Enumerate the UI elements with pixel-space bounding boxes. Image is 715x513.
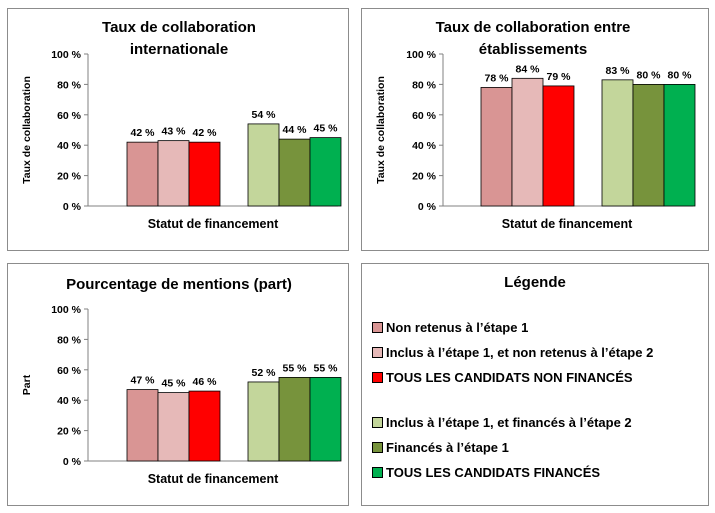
chart-panel-mentions: Pourcentage de mentions (part) 0 % 20 % 40 …	[7, 263, 349, 506]
chart-title: Pourcentage de mentions (part)	[66, 276, 292, 293]
legend-item: Financés à l’étape 1	[372, 439, 509, 455]
bar	[278, 138, 311, 207]
chart-title: internationale	[130, 41, 228, 58]
bar	[247, 123, 280, 207]
x-axis-title: Statut de financement	[148, 217, 279, 231]
chart-title: Taux de collaboration	[102, 19, 256, 36]
data-label: 54 %	[252, 109, 277, 121]
legend-item: Non retenus à l’étape 1	[372, 319, 528, 335]
y-tick-label: 20 %	[412, 171, 437, 183]
legend-item: Inclus à l’étape 1, et non retenus à l’é…	[372, 344, 653, 360]
legend-panel: Légende Non retenus à l’étape 1 Inclus à …	[361, 263, 709, 506]
y-axis-title: Part	[21, 374, 33, 395]
data-label: 43 %	[162, 126, 187, 138]
data-label: 83 %	[606, 65, 631, 77]
y-tick-label: 100 %	[406, 49, 436, 61]
bar	[663, 84, 696, 207]
legend-swatch	[372, 416, 383, 428]
legend-swatch	[372, 466, 383, 478]
data-label: 55 %	[283, 362, 308, 374]
data-label: 47 %	[131, 375, 156, 387]
data-label: 80 %	[668, 69, 693, 81]
y-tick-label: 40 %	[412, 140, 437, 152]
data-label: 52 %	[252, 367, 277, 379]
y-tick-label: 60 %	[57, 365, 82, 377]
legend-item: Inclus à l’étape 1, et financés à l’étap…	[372, 414, 632, 430]
chart-svg-mentions: Pourcentage de mentions (part) 0 % 20 % 40 …	[21, 276, 342, 486]
x-axis-title: Statut de financement	[148, 472, 279, 486]
data-label: 84 %	[516, 63, 541, 75]
bar	[126, 389, 159, 462]
data-label: 46 %	[193, 376, 218, 388]
bar	[188, 141, 221, 207]
legend-label: Non retenus à l’étape 1	[386, 319, 529, 335]
legend-label: Financés à l’étape 1	[386, 439, 509, 455]
y-tick-label: 0 %	[63, 456, 82, 468]
data-label: 42 %	[131, 127, 156, 139]
bar	[632, 84, 665, 207]
y-tick-label: 40 %	[57, 395, 82, 407]
legend-label: TOUS LES CANDIDATS NON FINANCÉS	[386, 369, 633, 385]
legend-label: Inclus à l’étape 1, et non retenus à l’é…	[386, 344, 654, 360]
x-axis-title: Statut de financement	[502, 217, 633, 231]
data-label: 44 %	[283, 124, 308, 136]
legend-swatch	[372, 321, 383, 333]
data-label: 55 %	[314, 362, 339, 374]
bar	[188, 390, 221, 462]
data-label: 79 %	[547, 71, 572, 83]
legend-label: TOUS LES CANDIDATS FINANCÉS	[386, 464, 601, 480]
legend-swatch	[372, 371, 383, 383]
legend-item: TOUS LES CANDIDATS FINANCÉS	[372, 464, 600, 480]
bar	[278, 377, 311, 462]
bar	[542, 85, 575, 207]
y-tick-label: 0 %	[418, 201, 437, 213]
y-axis-title: Taux de collaboration	[21, 76, 33, 184]
y-tick-label: 80 %	[57, 334, 82, 346]
bar	[126, 141, 159, 207]
bar	[157, 140, 190, 207]
bar	[247, 381, 280, 462]
y-tick-label: 0 %	[63, 201, 82, 213]
bar	[511, 77, 544, 207]
legend-swatch	[372, 441, 383, 453]
y-tick-label: 60 %	[57, 110, 82, 122]
bar	[309, 137, 342, 207]
legend-swatch	[372, 346, 383, 358]
y-tick-label: 60 %	[412, 110, 437, 122]
y-tick-label: 40 %	[57, 140, 82, 152]
y-tick-label: 80 %	[412, 79, 437, 91]
y-tick-label: 20 %	[57, 426, 82, 438]
y-tick-label: 80 %	[57, 79, 82, 91]
chart-panel-institutions: Taux de collaboration entre établissement…	[361, 8, 709, 251]
bar	[480, 87, 513, 207]
y-tick-label: 20 %	[57, 171, 82, 183]
legend-label: Inclus à l’étape 1, et financés à l’étap…	[386, 414, 632, 430]
bar	[157, 392, 190, 462]
legend-item: TOUS LES CANDIDATS NON FINANCÉS	[372, 369, 633, 385]
chart-title: Taux de collaboration entre	[436, 19, 631, 36]
legend-title: Légende	[504, 274, 566, 291]
chart-panel-international: Taux de collaboration internationale 0 % 20…	[7, 8, 349, 251]
data-label: 80 %	[637, 69, 662, 81]
data-label: 45 %	[162, 378, 187, 390]
data-label: 78 %	[485, 72, 510, 84]
data-label: 45 %	[314, 123, 339, 135]
chart-svg-institutions: Taux de collaboration entre établissement…	[375, 19, 696, 231]
chart-title: établissements	[479, 41, 587, 58]
y-tick-label: 100 %	[51, 49, 81, 61]
data-label: 42 %	[193, 127, 218, 139]
y-tick-label: 100 %	[51, 304, 81, 316]
bar	[309, 377, 342, 462]
bar	[601, 79, 634, 207]
y-axis-title: Taux de collaboration	[375, 76, 387, 184]
chart-svg-international: Taux de collaboration internationale 0 % 20…	[21, 19, 342, 231]
